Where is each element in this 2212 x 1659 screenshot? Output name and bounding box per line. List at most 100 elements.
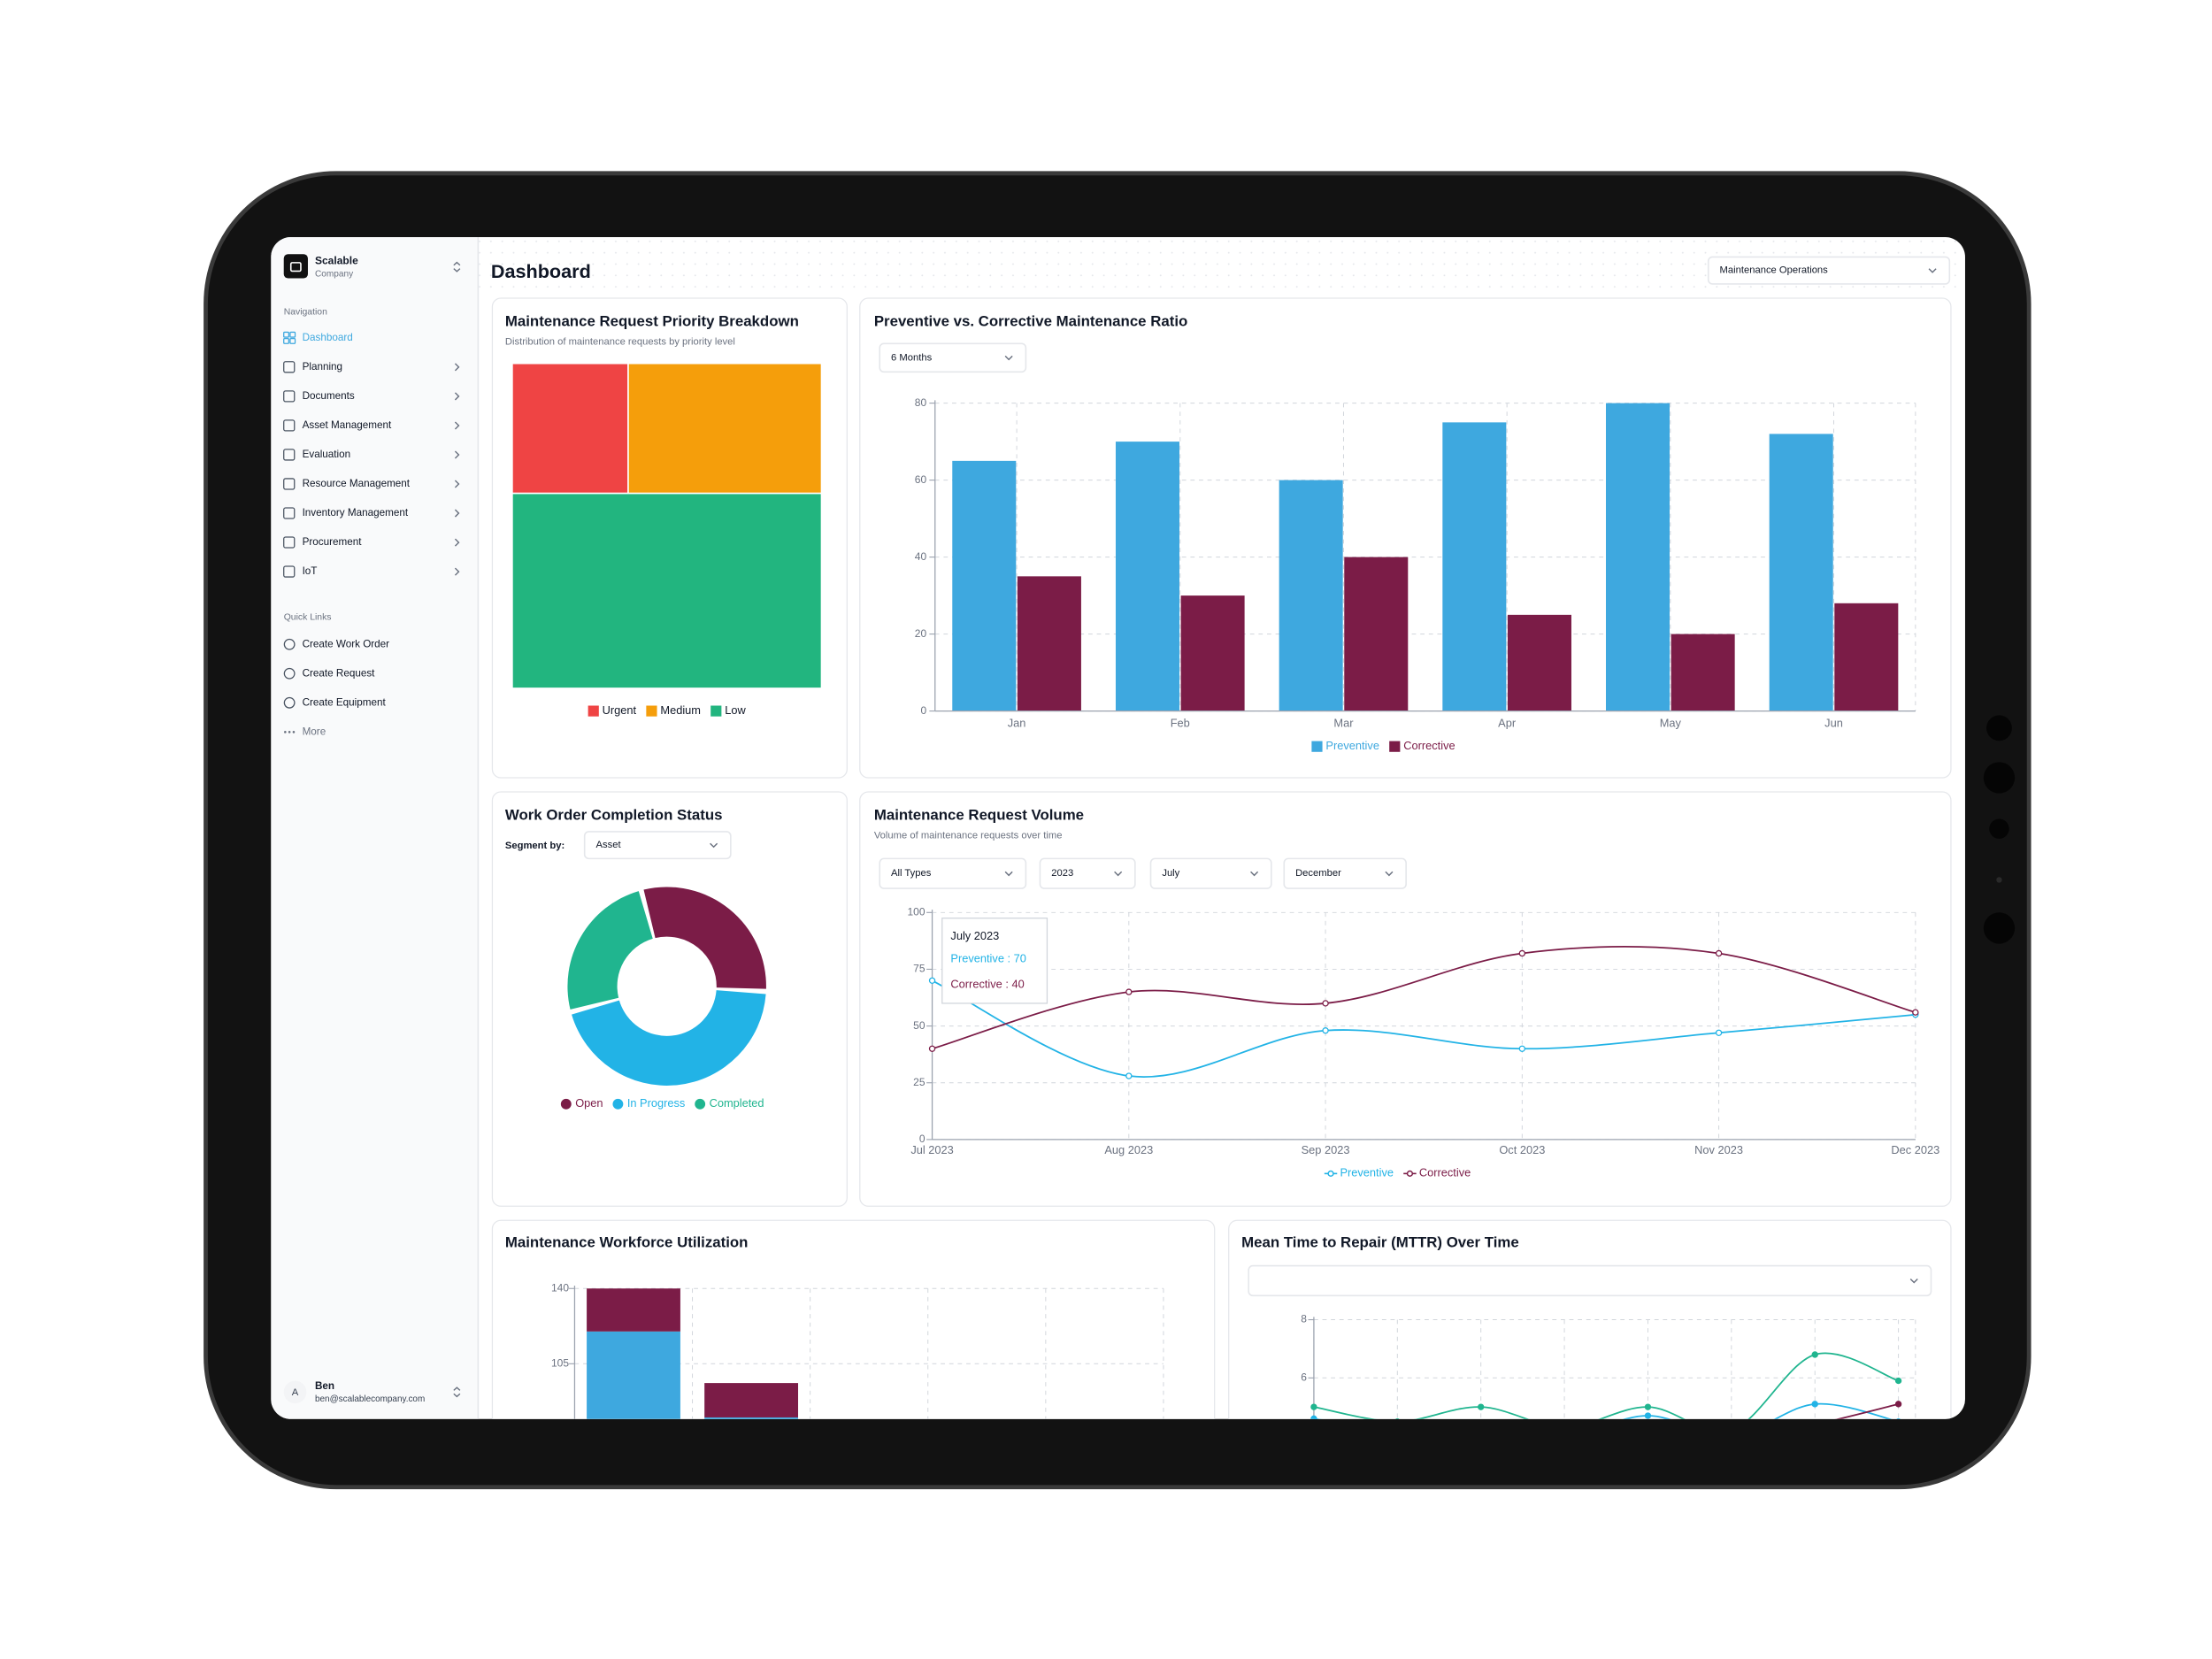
card [491, 791, 848, 1207]
sidebar [271, 237, 479, 1419]
page-title: Dashboard [491, 260, 591, 282]
series-point [1715, 949, 1723, 957]
nav-item[interactable]: Procurement [283, 536, 460, 549]
y-tick-label: 75 [913, 963, 926, 975]
sensor [1986, 715, 2012, 741]
chevron [1250, 871, 1259, 877]
dropdown-box[interactable] [1283, 857, 1407, 889]
legend-label: Preventive [1325, 739, 1379, 752]
dropdown[interactable]: Maintenance Operations [1707, 256, 1951, 285]
dropdown-box[interactable] [879, 857, 1027, 889]
nav-item[interactable]: Asset Management [283, 419, 460, 432]
series-point [1322, 1027, 1329, 1034]
bar [1017, 576, 1081, 711]
series-point [1394, 1417, 1401, 1419]
nav-icon [289, 338, 296, 344]
nav-item[interactable]: Evaluation [283, 449, 460, 461]
series-point [1310, 1415, 1317, 1419]
nav-item[interactable]: Documents [283, 390, 460, 403]
legend-label: Open [575, 1096, 603, 1110]
y-tick-label: 105 [551, 1356, 569, 1369]
dropdown-box[interactable] [1248, 1264, 1932, 1297]
dropdown[interactable]: 2023 [1039, 857, 1136, 889]
treemap-cell [627, 362, 823, 495]
quick-link[interactable]: Create Equipment [283, 696, 387, 709]
series-point [1715, 1029, 1723, 1036]
nav-icon [283, 478, 296, 490]
nav-item[interactable]: Planning [283, 361, 460, 373]
nav-icon [283, 536, 296, 549]
camera [1983, 762, 2016, 794]
dropdown[interactable]: July [1149, 857, 1272, 889]
segment-label: Segment by: [505, 841, 565, 851]
x-tick-label: Oct 2023 [1499, 1143, 1545, 1156]
more-icon [292, 731, 296, 733]
legend-label: Low [725, 703, 746, 717]
chevron [454, 450, 460, 459]
y-tick-label: 140 [551, 1281, 569, 1294]
x-tick-label: Jan [1008, 716, 1026, 729]
nav-label: Planning [303, 361, 343, 373]
section-label: Navigation [284, 308, 327, 318]
series-line [1313, 1352, 1899, 1419]
y-tick-label: 20 [915, 627, 927, 640]
series-point [1644, 1403, 1652, 1410]
y-tick-label: 8 [1301, 1313, 1307, 1325]
donut-segment [567, 891, 653, 1010]
nav-icon [283, 361, 296, 373]
legend-marker [588, 705, 599, 717]
dropdown-value: All Types [891, 868, 932, 879]
dropdown-box[interactable] [1149, 857, 1272, 889]
chevron [454, 480, 460, 488]
x-tick-label: Mar [1333, 716, 1354, 729]
series-point [1894, 1377, 1902, 1385]
x-tick-label: Nov 2023 [1694, 1143, 1743, 1156]
legend-label: In Progress [627, 1096, 686, 1110]
quick-link[interactable]: Create Request [283, 667, 375, 680]
screen-content: Scalable Company Navigation Dashboard Planni… [271, 237, 1965, 1519]
series-point [1518, 949, 1526, 957]
nav-item[interactable]: Resource Management [283, 478, 460, 490]
card-title: Maintenance Request Volume [874, 807, 1084, 824]
company-name: Scalable [315, 254, 358, 266]
dropdown[interactable]: 6 Months [879, 342, 1027, 373]
quick-link[interactable]: More [284, 726, 326, 737]
dropdown-value: July [1162, 868, 1179, 879]
y-tick-label: 35 [557, 1507, 570, 1519]
avatar [283, 1380, 307, 1404]
nav-item[interactable]: Dashboard [283, 331, 353, 344]
nav-label: Asset Management [303, 419, 392, 431]
bar [952, 460, 1017, 711]
user-menu[interactable]: A Ben ben@scalablecompany.com [283, 1380, 461, 1404]
legend-label: Preventive [1340, 1166, 1394, 1179]
user-name: Ben [315, 1380, 334, 1392]
dropdown[interactable]: Asset [583, 831, 732, 860]
dropdown-value: 2023 [1051, 868, 1073, 879]
dropdown[interactable]: December [1283, 857, 1407, 889]
dropdown[interactable] [1248, 1264, 1932, 1297]
dropdown-box[interactable] [879, 342, 1027, 373]
x-tick-label: May [1660, 716, 1682, 729]
x-tick-label: Aug 2023 [1104, 1143, 1153, 1156]
dropdown-box[interactable] [1707, 256, 1951, 285]
series-point [1894, 1401, 1902, 1408]
nav-item[interactable]: Inventory Management [283, 507, 460, 519]
bar [1115, 442, 1179, 711]
nav-item[interactable]: IoT [283, 565, 460, 578]
legend: Urgent Medium Low [588, 703, 746, 717]
legend-swatch [695, 1098, 706, 1110]
more-icon [284, 731, 287, 733]
dropdown-box[interactable] [583, 831, 732, 860]
logo [283, 254, 308, 279]
quick-link[interactable]: Create Work Order [283, 638, 389, 650]
bar [1834, 603, 1899, 711]
dropdown-box[interactable] [1039, 857, 1136, 889]
chevron [454, 363, 460, 372]
series-point [1310, 1403, 1317, 1410]
dropdown[interactable]: All Types [879, 857, 1027, 889]
legend-label: Corrective [1403, 739, 1455, 752]
chevron [453, 1386, 461, 1398]
quick-label: More [303, 726, 326, 737]
tooltip-title: July 2023 [950, 929, 999, 942]
quick-icon [283, 696, 296, 709]
